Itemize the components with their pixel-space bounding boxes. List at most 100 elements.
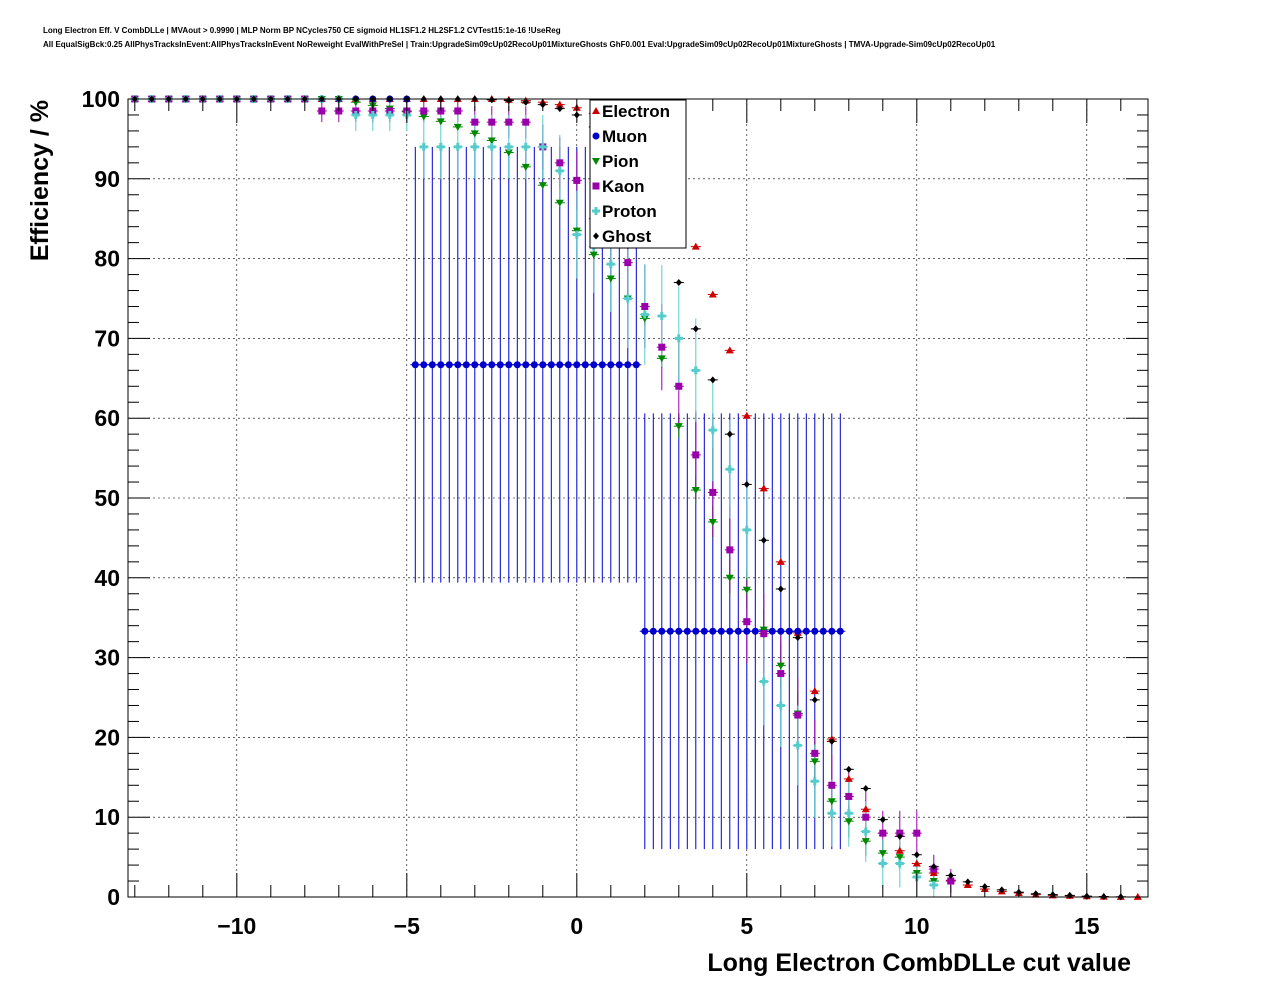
legend-electron-marker (592, 107, 600, 114)
proton-point (436, 142, 445, 151)
muon-point (751, 627, 759, 635)
x-tick-label: −5 (394, 913, 420, 939)
kaon-point (454, 107, 462, 115)
proton-point (793, 741, 802, 750)
y-tick-label: 20 (94, 724, 120, 750)
kaon-point (760, 630, 768, 638)
muon-point (666, 627, 674, 635)
pion-point (351, 99, 360, 107)
proton-point (878, 859, 887, 868)
proton-point (555, 166, 564, 175)
muon-point (692, 627, 700, 635)
muon-point (709, 627, 717, 635)
kaon-point (828, 781, 836, 789)
pion-point (861, 838, 870, 846)
y-tick-label: 100 (82, 86, 120, 112)
x-tick-label: 0 (570, 913, 583, 939)
muon-point (581, 361, 589, 369)
electron-point (555, 100, 564, 108)
muon-point (734, 627, 742, 635)
pion-point (606, 275, 615, 283)
title-line-1: Long Electron Eff. V CombDLLe | MVAout >… (43, 26, 561, 35)
proton-point (419, 142, 428, 151)
muon-point (530, 361, 538, 369)
kaon-point (709, 488, 717, 496)
electron-point (844, 774, 853, 782)
y-tick-label: 0 (107, 884, 120, 910)
ghost-point (556, 105, 563, 113)
proton-point (504, 142, 513, 151)
y-tick-label: 80 (94, 246, 120, 272)
kaon-point (845, 792, 853, 800)
ghost-point (964, 878, 971, 886)
muon-point (743, 627, 751, 635)
muon-point (675, 627, 683, 635)
kaon-point (641, 302, 649, 310)
muon-point (802, 627, 810, 635)
electron-point (776, 557, 785, 565)
ghost-point (794, 634, 801, 642)
kaon-point (556, 159, 564, 167)
electron-point (759, 484, 768, 492)
kaon-point (471, 118, 479, 126)
pion-point (810, 758, 819, 766)
pion-point (742, 586, 751, 594)
electron-point (810, 687, 819, 695)
electron-point (861, 805, 870, 813)
proton-point (742, 525, 751, 534)
muon-point (658, 627, 666, 635)
proton-point (470, 142, 479, 151)
proton-point (538, 142, 547, 151)
kaon-point (505, 118, 513, 126)
muon-point (700, 627, 708, 635)
proton-point (759, 677, 768, 686)
muon-point (513, 361, 521, 369)
proton-point (368, 110, 377, 119)
electron-point (895, 846, 904, 854)
kaon-point (658, 343, 666, 351)
legend-muon-marker (592, 132, 600, 140)
muon-point (462, 361, 470, 369)
legend-box (589, 99, 687, 249)
legend-ghost-marker (593, 232, 599, 240)
kaon-point (420, 107, 428, 115)
muon-point (632, 361, 640, 369)
pion-point (538, 182, 547, 190)
pion-point (691, 487, 700, 495)
muon-point (590, 361, 598, 369)
proton-point (929, 881, 938, 890)
muon-point (598, 361, 606, 369)
muon-point (794, 627, 802, 635)
pion-point (453, 123, 462, 131)
kaon-point (743, 618, 751, 626)
x-tick-label: 15 (1074, 913, 1100, 939)
muon-point (539, 361, 547, 369)
ghost-point (845, 765, 852, 773)
pion-point (776, 662, 785, 670)
pion-point (657, 355, 666, 363)
legend-muon-label: Muon (602, 127, 647, 146)
proton-point (674, 334, 683, 343)
y-tick-label: 30 (94, 645, 120, 671)
y-tick-label: 90 (94, 166, 120, 192)
ghost-point (879, 816, 886, 824)
muon-point (454, 361, 462, 369)
pion-point (708, 518, 717, 526)
kaon-point (811, 749, 819, 757)
muon-point (488, 361, 496, 369)
pion-point (640, 315, 649, 323)
muon-point (649, 627, 657, 635)
ghost-point (726, 430, 733, 438)
kaon-point (573, 176, 581, 184)
muon-point (471, 361, 479, 369)
electron-point (708, 290, 717, 298)
ghost-point (692, 325, 699, 333)
pion-point (674, 423, 683, 431)
muon-point (819, 627, 827, 635)
x-tick-label: −10 (217, 913, 256, 939)
ghost-point (998, 886, 1005, 894)
proton-point (691, 366, 700, 375)
proton-point (827, 809, 836, 818)
x-tick-label: 5 (740, 913, 753, 939)
